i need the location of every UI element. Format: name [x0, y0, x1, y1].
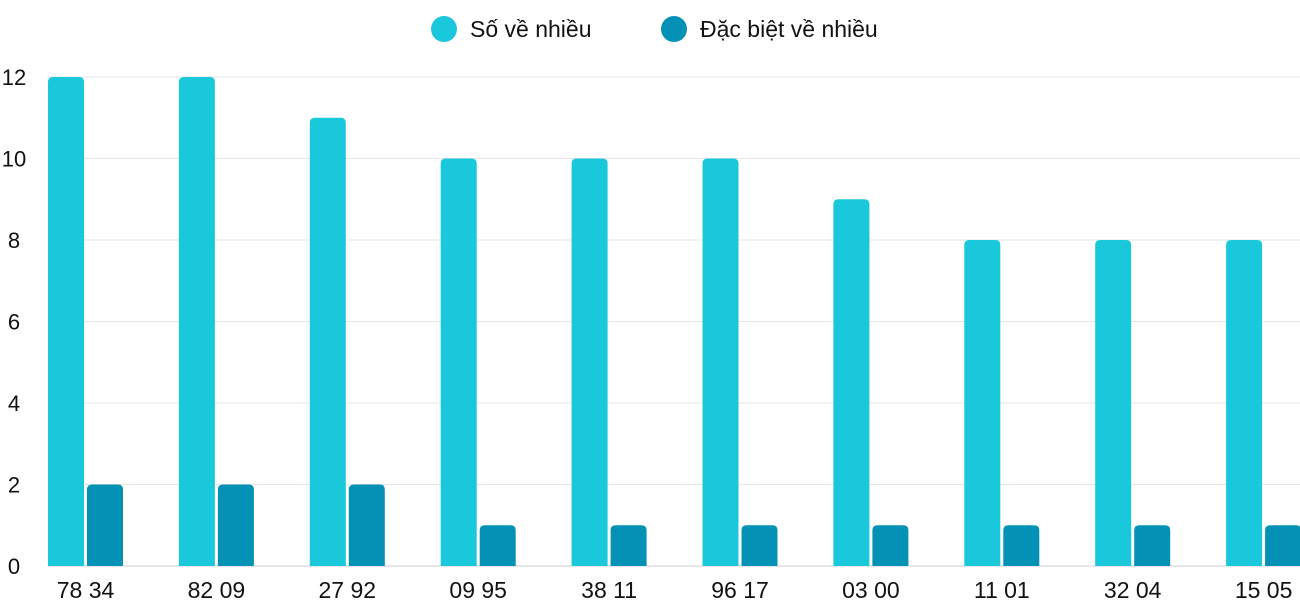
- bar-dac-biet-ve-nhieu: [1003, 525, 1040, 566]
- bar-dac-biet-ve-nhieu: [1134, 525, 1171, 566]
- x-tick-label: 27 92: [319, 577, 377, 600]
- legend-label: Đặc biệt về nhiều: [700, 16, 878, 42]
- legend-item[interactable]: Số về nhiều: [431, 16, 591, 42]
- x-axis: 78 34 82 09 27 92 09 95 38 11 96 17 03 00 11 01…: [57, 577, 1293, 603]
- bar-dac-biet-ve-nhieu: [87, 484, 123, 566]
- y-tick-label: 0: [8, 554, 20, 579]
- bar-so-ve-nhieu: [702, 158, 739, 566]
- bar-dac-biet-ve-nhieu: [610, 525, 647, 566]
- gridlines: [48, 76, 1300, 567]
- bar-dac-biet-ve-nhieu: [741, 525, 778, 566]
- legend-item[interactable]: Đặc biệt về nhiều: [661, 16, 878, 42]
- x-tick-label: 15 05: [1235, 577, 1293, 600]
- y-tick-label: 6: [8, 310, 20, 335]
- legend: Số về nhiều Đặc biệt về nhiều: [431, 16, 878, 42]
- x-tick-label: 96 17: [711, 577, 769, 600]
- bar-dac-biet-ve-nhieu: [872, 525, 909, 566]
- y-tick-label: 4: [8, 391, 20, 416]
- bar-so-ve-nhieu: [440, 158, 477, 566]
- y-axis: 0 2 4 6 8 10 12: [2, 65, 26, 579]
- bar-dac-biet-ve-nhieu: [479, 525, 516, 566]
- bar-so-ve-nhieu: [309, 117, 346, 566]
- bar-so-ve-nhieu: [571, 158, 608, 566]
- legend-label: Số về nhiều: [470, 16, 591, 42]
- x-tick-label: 03 00: [842, 577, 900, 600]
- legend-marker: [661, 16, 687, 42]
- bar-dac-biet-ve-nhieu: [217, 484, 254, 566]
- x-tick-label: 82 09: [188, 577, 246, 600]
- y-tick-label: 2: [8, 473, 20, 498]
- y-tick-label: 12: [2, 65, 26, 90]
- bar-so-ve-nhieu: [964, 240, 1001, 566]
- legend-marker: [431, 16, 457, 42]
- x-tick-label: 11 01: [974, 577, 1030, 600]
- x-tick-label: 38 11: [581, 577, 637, 600]
- x-tick-label: 32 04: [1104, 577, 1162, 600]
- bars: [48, 77, 1300, 566]
- y-tick-label: 10: [2, 147, 26, 172]
- y-tick-label: 8: [8, 228, 20, 253]
- bar-so-ve-nhieu: [1095, 240, 1132, 566]
- bar-so-ve-nhieu: [178, 77, 215, 566]
- bar-dac-biet-ve-nhieu: [1265, 525, 1300, 566]
- bar-so-ve-nhieu: [48, 77, 84, 566]
- bar-dac-biet-ve-nhieu: [348, 484, 385, 566]
- bar-so-ve-nhieu: [833, 199, 870, 566]
- bar-so-ve-nhieu: [1226, 240, 1263, 566]
- x-tick-label: 09 95: [449, 577, 507, 600]
- x-tick-label: 78 34: [57, 577, 115, 600]
